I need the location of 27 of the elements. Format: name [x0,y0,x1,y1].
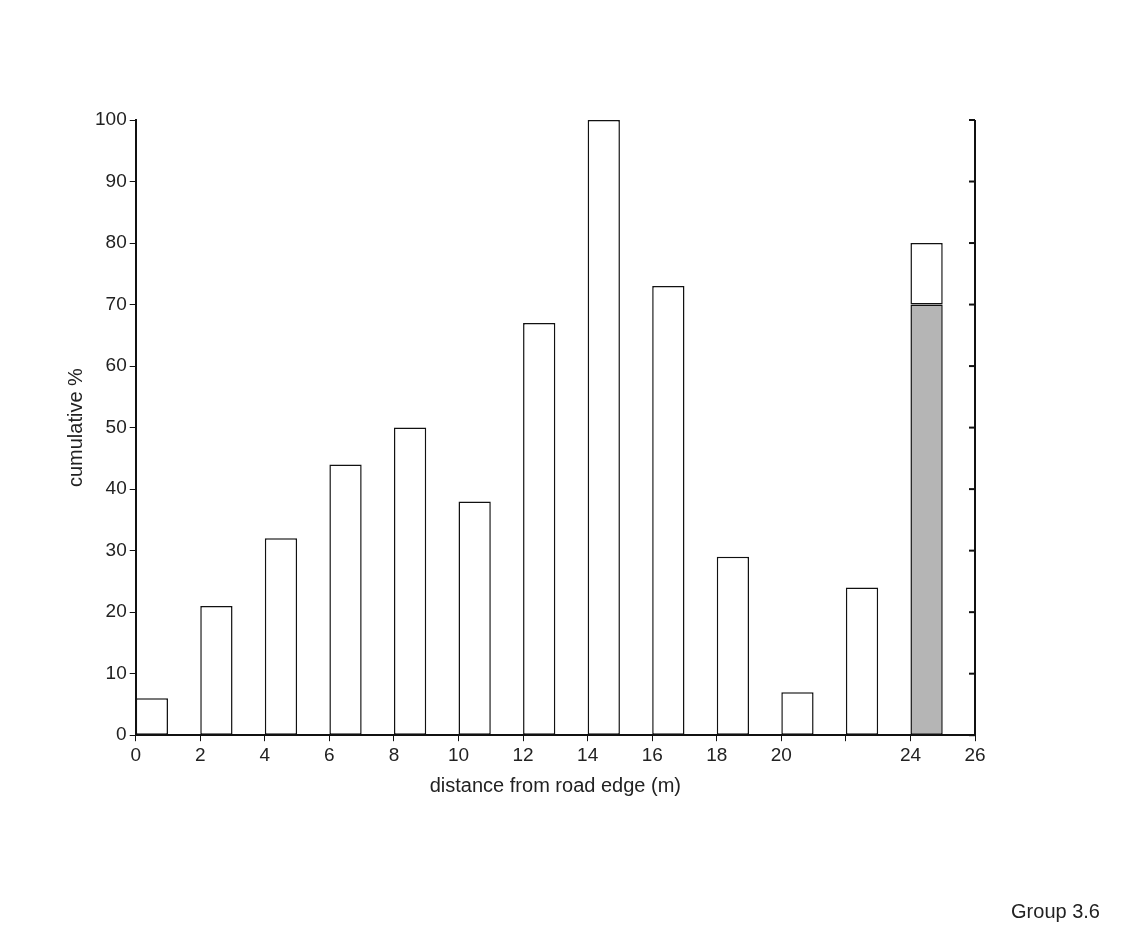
x-tick-label: 4 [259,743,271,765]
y-tick-label: 80 [105,231,127,253]
x-tick-label: 6 [324,743,335,765]
x-axis-title: distance from road edge (m) [429,773,681,796]
y-tick-label: 50 [105,415,127,437]
y-tick-label: 20 [105,600,127,622]
x-tick-label: 8 [388,743,400,765]
x-tick-label: 10 [447,743,470,765]
y-axis-title: cumulative % [63,367,86,488]
y-tick-label: 40 [105,477,127,499]
y-tick-label: 70 [105,292,127,314]
x-tick-label: 14 [577,743,599,765]
text: Group 3.6 [1011,900,1100,923]
y-tick-label: 0 [116,723,127,745]
x-tick-label: 16 [641,743,663,765]
y-tick-label: 10 [105,661,127,683]
x-tick-label: 12 [512,743,534,765]
x-tick-label: 26 [964,743,986,765]
x-tick-label: 2 [194,743,206,765]
x-tick-label: 24 [899,743,922,765]
x-tick-label: 20 [770,743,792,765]
y-tick-label: 90 [105,169,127,191]
y-tick-label: 100 [95,108,127,130]
y-tick-label: 30 [105,538,127,560]
x-tick-label: 0 [130,743,141,765]
x-tick-label: 18 [706,743,728,765]
y-tick-label: 60 [105,354,127,376]
